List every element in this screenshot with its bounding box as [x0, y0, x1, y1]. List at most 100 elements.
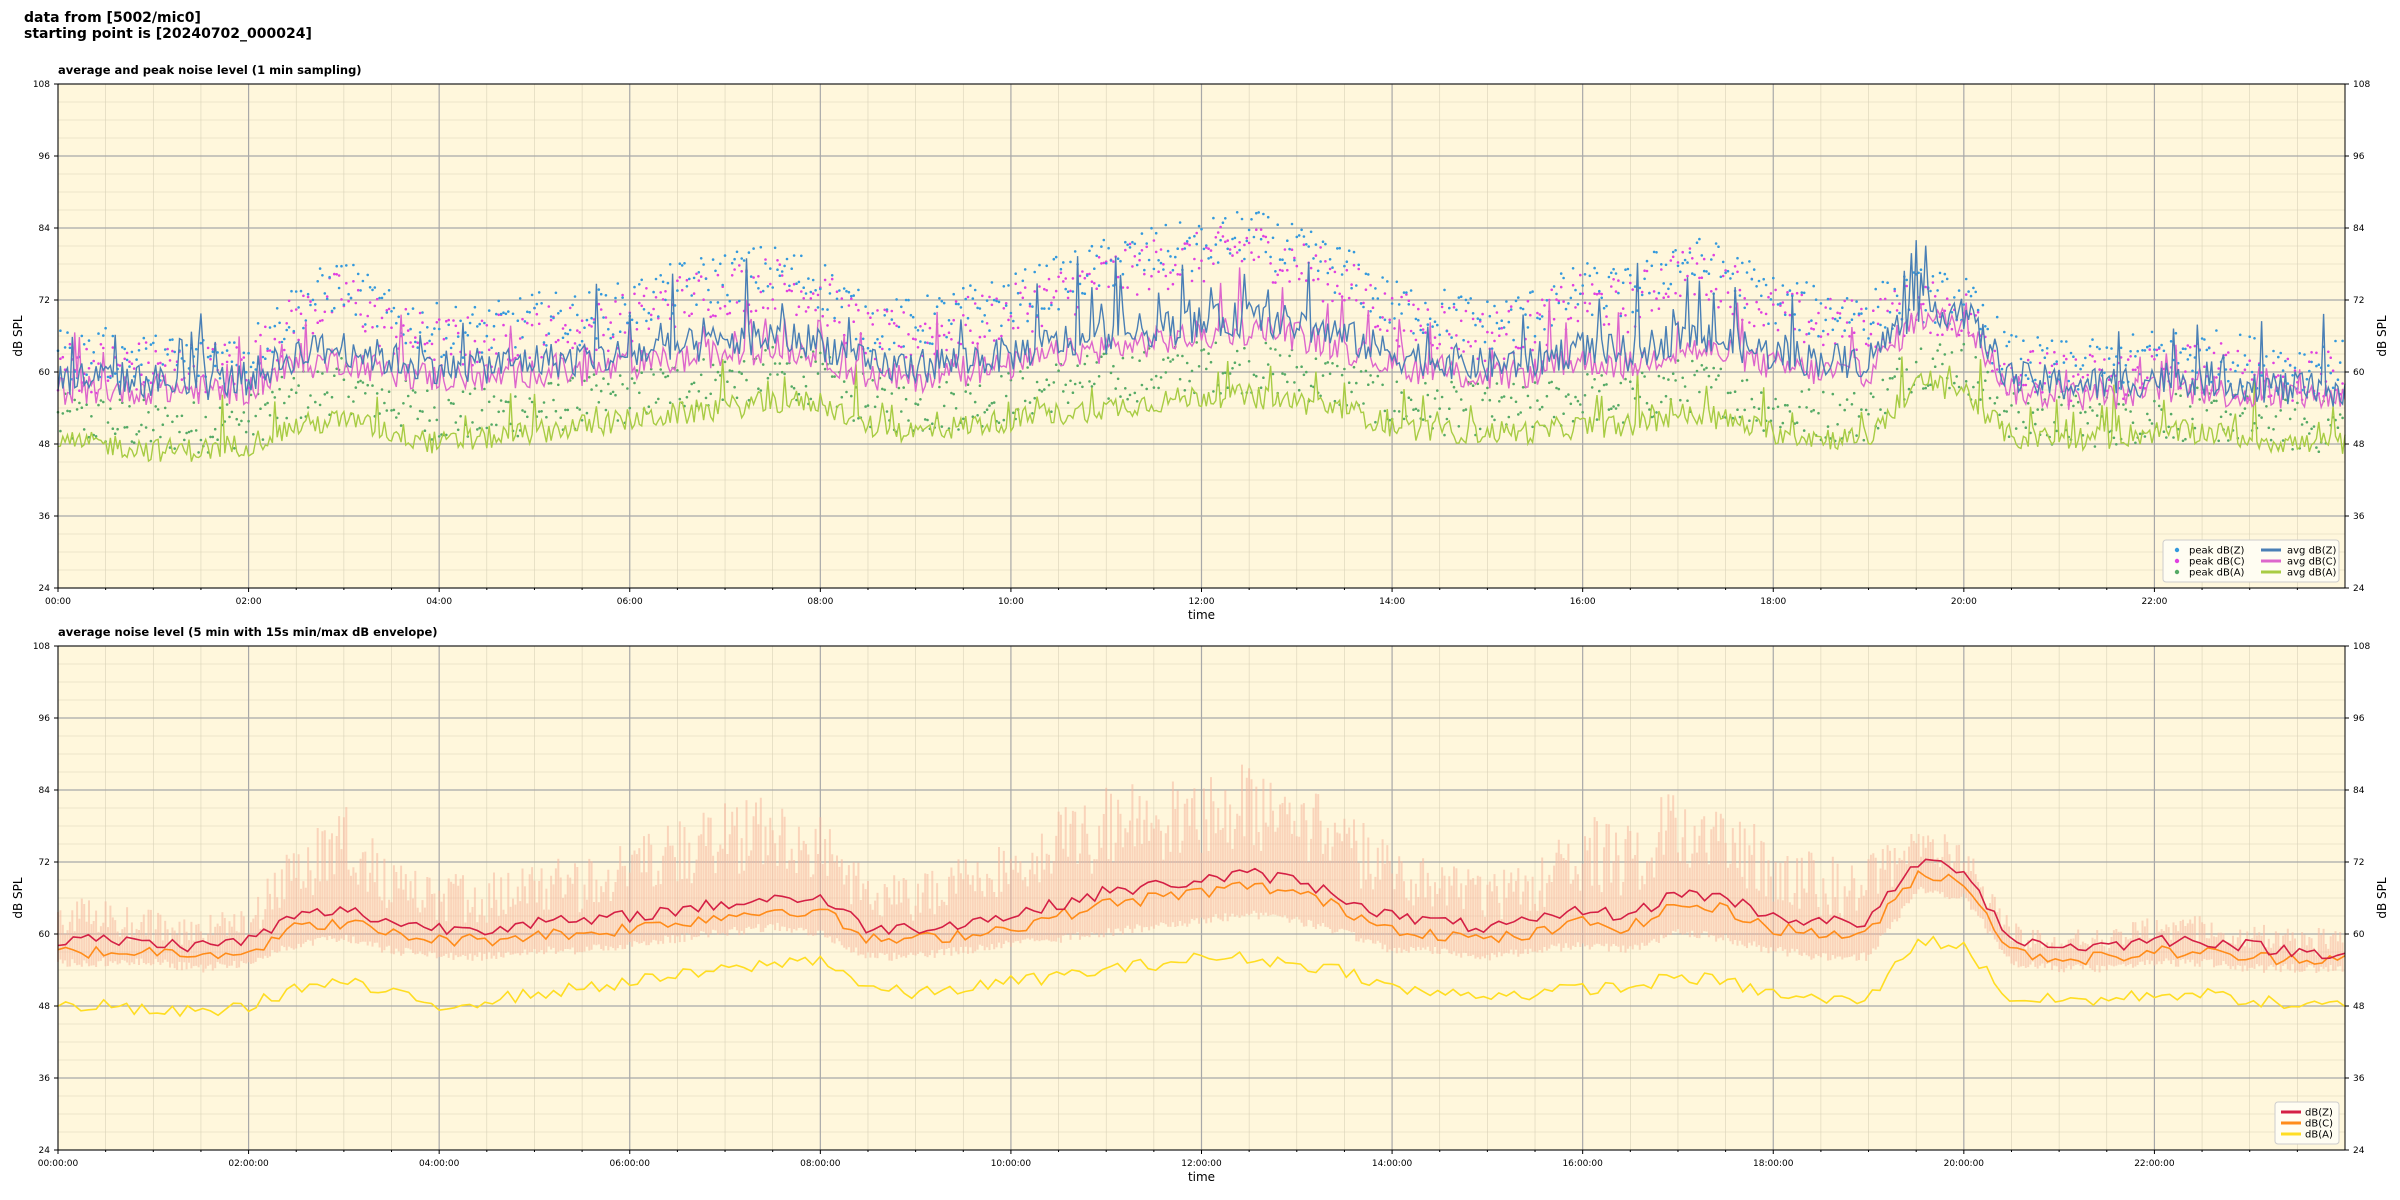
peak-point	[1805, 333, 1808, 336]
peak-point	[733, 257, 736, 261]
peak-point	[1526, 394, 1530, 398]
peak-point	[1676, 359, 1680, 362]
peak-point	[678, 276, 682, 279]
peak-point	[273, 337, 277, 341]
peak-point	[959, 342, 963, 346]
peak-point	[2060, 340, 2063, 343]
peak-point	[1390, 296, 1394, 300]
peak-point	[171, 420, 174, 424]
peak-point	[973, 302, 977, 305]
peak-point	[2174, 331, 2178, 335]
peak-point	[568, 328, 572, 332]
peak-point	[264, 325, 267, 329]
peak-point	[1581, 292, 1584, 295]
peak-point	[383, 325, 386, 329]
peak-point	[1350, 283, 1353, 286]
peak-point	[1531, 290, 1534, 293]
peak-point	[483, 321, 486, 325]
peak-point	[1557, 301, 1561, 305]
peak-point	[340, 264, 343, 268]
peak-point	[154, 349, 157, 353]
peak-point	[2317, 363, 2321, 367]
peak-point	[2053, 362, 2056, 366]
peak-point	[697, 271, 701, 274]
peak-point	[1205, 244, 1208, 247]
peak-point	[1231, 237, 1234, 241]
peak-point	[1502, 357, 1506, 361]
x-tick-label: 12:00:00	[1181, 1159, 1222, 1169]
peak-point	[711, 363, 715, 367]
peak-point	[1729, 305, 1732, 309]
peak-point	[2112, 436, 2116, 440]
peak-point	[564, 408, 567, 412]
chart-legend: peak dB(Z)peak dB(C)peak dB(A)avg dB(Z)a…	[2162, 539, 2340, 583]
x-tick-label: 18:00:00	[1753, 1159, 1794, 1169]
peak-point	[1424, 331, 1427, 334]
peak-point	[526, 415, 529, 419]
peak-point	[764, 349, 767, 352]
peak-point	[447, 323, 451, 327]
peak-point	[1347, 249, 1351, 252]
peak-point	[2308, 360, 2311, 364]
peak-point	[1328, 372, 1332, 376]
peak-point	[1417, 307, 1420, 311]
peak-point	[487, 348, 491, 352]
peak-point	[1457, 296, 1461, 299]
peak-point	[1564, 307, 1568, 311]
peak-point	[2007, 340, 2011, 344]
peak-point	[1266, 215, 1270, 219]
peak-point	[1283, 373, 1287, 376]
peak-point	[719, 307, 722, 310]
peak-point	[325, 391, 329, 394]
peak-point	[395, 416, 398, 419]
peak-point	[545, 333, 548, 337]
peak-point	[950, 391, 953, 395]
peak-point	[1286, 239, 1289, 242]
peak-point	[292, 329, 296, 333]
peak-point	[1033, 396, 1036, 400]
peak-point	[349, 296, 353, 300]
peak-point	[137, 349, 141, 352]
peak-point	[316, 370, 320, 374]
peak-point	[816, 306, 820, 309]
peak-point	[1007, 372, 1010, 375]
peak-point	[2336, 378, 2340, 382]
peak-point	[211, 435, 215, 439]
peak-point	[1648, 291, 1651, 295]
peak-point	[2160, 408, 2163, 411]
peak-point	[1150, 378, 1153, 381]
peak-point	[1867, 337, 1870, 340]
peak-point	[1238, 248, 1241, 252]
peak-point	[1405, 293, 1408, 296]
peak-point	[1602, 383, 1606, 387]
peak-point	[1824, 318, 1827, 322]
peak-point	[66, 331, 69, 334]
peak-point	[857, 308, 860, 312]
peak-point	[2022, 339, 2025, 343]
peak-point	[1938, 271, 1942, 275]
peak-point	[552, 316, 555, 320]
peak-point	[306, 406, 310, 409]
peak-point	[1590, 313, 1594, 317]
peak-point	[964, 323, 967, 327]
x-axis-label: time	[1188, 608, 1215, 622]
peak-point	[392, 306, 396, 310]
peak-point	[1319, 260, 1322, 263]
peak-point	[1536, 316, 1539, 320]
peak-point	[878, 345, 882, 349]
peak-point	[811, 292, 815, 295]
peak-point	[1650, 309, 1654, 312]
peak-point	[1838, 316, 1842, 320]
peak-point	[1745, 378, 1749, 382]
peak-point	[1876, 322, 1880, 326]
peak-point	[1174, 263, 1177, 267]
peak-point	[406, 312, 410, 316]
peak-point	[1922, 302, 1925, 306]
peak-point	[1536, 399, 1539, 402]
peak-point	[1595, 271, 1599, 275]
peak-point	[1288, 354, 1291, 358]
peak-point	[959, 306, 963, 309]
peak-point	[2212, 351, 2216, 355]
peak-point	[1376, 297, 1380, 300]
peak-point	[1838, 312, 1842, 315]
